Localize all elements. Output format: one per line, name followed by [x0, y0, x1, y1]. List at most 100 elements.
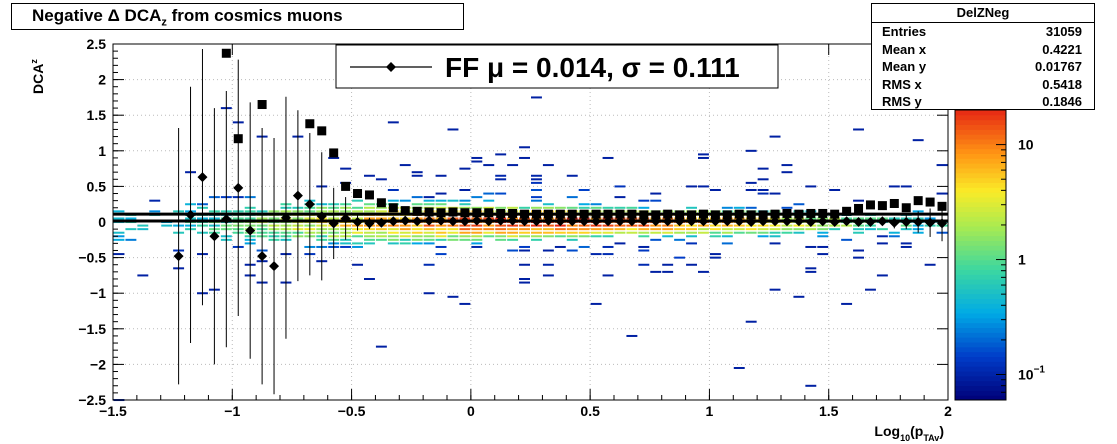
- heatmap-cell: [578, 231, 590, 234]
- diamond-marker: [185, 209, 196, 220]
- x-tick-label: −1.5: [99, 403, 127, 419]
- diamond-marker: [758, 216, 769, 227]
- heatmap-cell: [399, 238, 411, 241]
- square-marker: [818, 208, 828, 218]
- heatmap-cell: [399, 228, 411, 231]
- square-marker: [329, 148, 339, 158]
- heatmap-cell: [387, 238, 399, 241]
- heatmap-cell: [375, 178, 387, 181]
- heatmap-cell: [507, 238, 519, 241]
- heatmap-cell: [531, 196, 542, 199]
- heatmap-cell: [519, 231, 530, 234]
- diamond-marker: [209, 231, 220, 242]
- heatmap-cell: [364, 228, 375, 231]
- heatmap-cell: [495, 174, 507, 177]
- heatmap-cell: [626, 206, 638, 209]
- diamond-marker: [603, 216, 614, 227]
- heatmap-cell: [125, 238, 137, 241]
- heatmap-cell: [471, 245, 483, 248]
- heatmap-cell: [399, 199, 411, 202]
- heatmap-cell: [805, 185, 817, 188]
- heatmap-cell: [757, 192, 769, 195]
- heatmap-cell: [745, 149, 757, 152]
- diamond-marker: [662, 216, 673, 227]
- color-scale-band: [955, 139, 1006, 145]
- diamond-marker: [722, 216, 733, 227]
- heatmap-cell: [912, 139, 924, 142]
- stats-label: Mean x: [882, 41, 927, 57]
- heatmap-cell: [364, 210, 375, 213]
- heatmap-cell: [578, 235, 590, 238]
- color-scale-band: [955, 240, 1006, 246]
- square-marker: [663, 209, 673, 219]
- color-scale-band: [955, 216, 1006, 222]
- stats-title: DelZNeg: [872, 4, 1094, 23]
- heatmap-cell: [471, 196, 483, 199]
- heatmap-cell: [769, 135, 781, 138]
- color-scale-band: [955, 361, 1006, 367]
- heatmap-cell: [817, 253, 829, 256]
- heatmap-cell: [399, 242, 411, 245]
- heatmap-cell: [352, 210, 363, 213]
- heatmap-cell: [805, 384, 817, 387]
- heatmap-cell: [411, 171, 423, 174]
- heatmap-cell: [554, 228, 566, 231]
- color-scale-band: [955, 206, 1006, 212]
- heatmap-cell: [387, 189, 399, 191]
- heatmap-cell: [745, 228, 757, 231]
- heatmap-cell: [638, 231, 650, 234]
- color-scale-band: [955, 163, 1006, 169]
- heatmap-cell: [650, 238, 662, 241]
- heatmap-cell: [781, 206, 793, 209]
- heatmap-cell: [793, 203, 805, 206]
- heatmap-cell: [566, 249, 578, 252]
- heatmap-cell: [435, 228, 447, 231]
- heatmap-cell: [459, 302, 471, 305]
- heatmap-cell: [435, 245, 447, 248]
- heatmap-cell: [340, 242, 352, 245]
- diamond-marker: [483, 216, 494, 227]
- heatmap-cell: [411, 235, 423, 238]
- color-scale-band: [955, 129, 1006, 135]
- diamond-marker: [698, 216, 709, 227]
- x-axis-label: Log10(pTAv): [874, 423, 944, 443]
- heatmap-cell: [686, 185, 697, 188]
- heatmap-cell: [531, 181, 542, 184]
- heatmap-cell: [698, 153, 709, 156]
- heatmap-cell: [733, 367, 745, 369]
- color-scale-band: [955, 255, 1006, 261]
- heatmap-cell: [435, 231, 447, 234]
- heatmap-cell: [113, 238, 125, 241]
- heatmap-cell: [399, 224, 411, 227]
- heatmap-cell: [578, 228, 590, 231]
- heatmap-cell: [149, 199, 161, 202]
- diamond-marker: [233, 182, 244, 193]
- y-tick-label: −2.5: [78, 392, 106, 408]
- heatmap-cell: [507, 231, 519, 234]
- heatmap-cell: [853, 231, 864, 234]
- heatmap-cell: [364, 206, 375, 209]
- heatmap-cell: [471, 231, 483, 234]
- stats-value: 31059: [1045, 24, 1082, 39]
- heatmap-cell: [614, 231, 626, 234]
- heatmap-cell: [375, 235, 387, 238]
- heatmap-cell: [769, 235, 781, 238]
- heatmap-cell: [709, 235, 721, 238]
- diamond-marker: [937, 218, 948, 229]
- square-marker: [603, 209, 613, 219]
- diamond-marker: [459, 216, 470, 227]
- square-marker: [734, 209, 744, 219]
- heatmap-cell: [519, 249, 530, 252]
- y-tick-label: −1.5: [78, 321, 106, 337]
- heatmap-cell: [709, 228, 721, 231]
- heatmap-cell: [352, 245, 363, 248]
- heatmap-cell: [698, 228, 709, 231]
- heatmap-cell: [757, 178, 769, 181]
- heatmap-cell: [542, 274, 554, 277]
- heatmap-cell: [853, 228, 864, 231]
- heatmap-cell: [364, 231, 375, 234]
- diamond-marker: [424, 215, 435, 226]
- diamond-marker: [197, 172, 208, 183]
- heatmap-cell: [566, 235, 578, 238]
- heatmap-cell: [542, 228, 554, 231]
